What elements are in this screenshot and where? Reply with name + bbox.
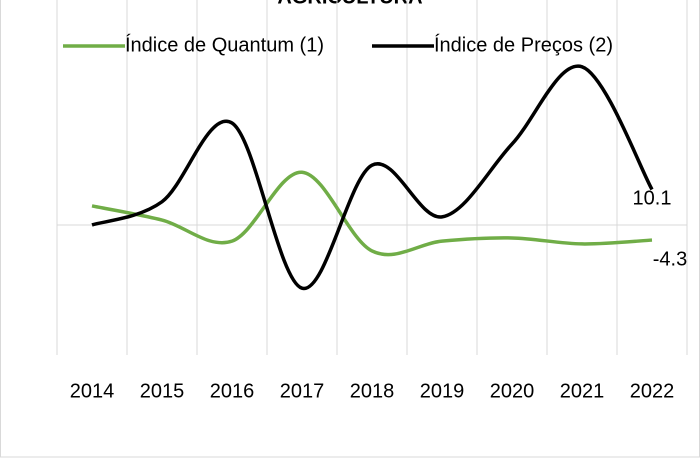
x-tick-label: 2018 (350, 380, 395, 402)
data-label: 10.1 (633, 188, 672, 210)
x-tick-label: 2019 (420, 380, 465, 402)
series-line (91, 64, 654, 290)
data-label: -4.3 (653, 248, 687, 270)
legend-label: Índice de Quantum (1) (125, 33, 324, 56)
x-tick-label: 2020 (490, 380, 535, 402)
series-line (91, 170, 653, 257)
x-tick-label: 2017 (280, 380, 325, 402)
legend-label: Índice de Preços (2) (434, 33, 613, 56)
x-tick-label: 2021 (560, 380, 605, 402)
x-tick-label: 2016 (210, 380, 255, 402)
x-tick-label: 2014 (70, 380, 115, 402)
x-tick-label: 2015 (140, 380, 185, 402)
x-tick-label: 2022 (630, 380, 675, 402)
chart-title: AGRICULTURA (277, 0, 422, 8)
